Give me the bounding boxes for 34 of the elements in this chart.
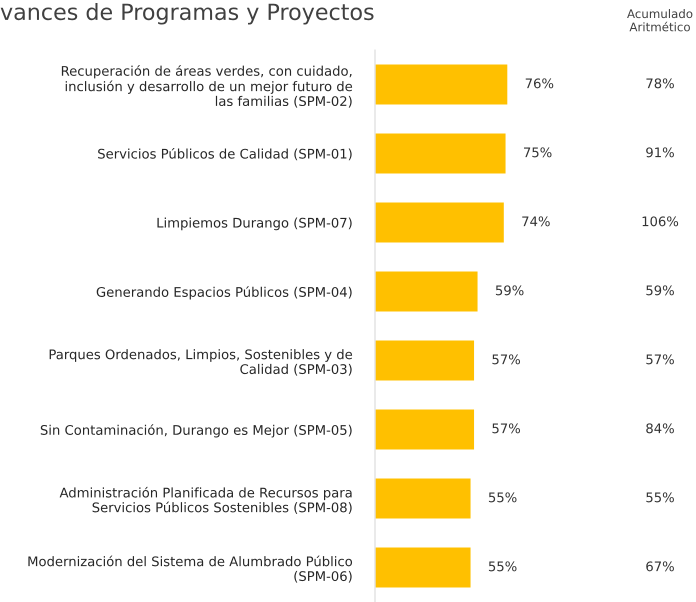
text: 78%: [646, 78, 674, 88]
bar: [375, 477, 472, 520]
bar: [375, 408, 476, 451]
text: 91%: [646, 147, 674, 158]
bar: [375, 201, 506, 244]
bar: [375, 339, 476, 382]
text: vances de Programas y Proyectos: [0, 3, 374, 25]
text: Acumulado Aritmético: [627, 9, 692, 32]
data-label: 59%: [496, 285, 524, 296]
y-tick-label: Generando Espacios Públicos (SPM-04): [96, 286, 352, 300]
data-label: 55%: [488, 492, 517, 502]
bar: [375, 132, 507, 175]
y-tick-label: Administración Planificada de Recursos para Servicios Públicos Sostenibles (SPM-08): [60, 486, 352, 514]
text: 67%: [646, 561, 674, 572]
y-tick-label: Servicios Públicos de Calidad (SPM-01): [98, 148, 352, 160]
data-label: 76%: [526, 78, 554, 88]
data-label: 57%: [492, 354, 520, 364]
text: 57%: [646, 354, 674, 364]
y-tick-label: Parques Ordenados, Limpios, Sostenibles y de Calidad (SPM-03): [50, 349, 352, 376]
text: 106%: [642, 216, 678, 226]
bar: [375, 546, 472, 589]
y-tick-label: Recuperación de áreas verdes, con cuidado, inclusión y desarrollo de un mejor futuro de las familias (SPM-02): [62, 65, 352, 108]
data-label: 74%: [522, 216, 550, 226]
text: 59%: [646, 285, 674, 296]
data-label: 75%: [524, 147, 552, 158]
data-label: 55%: [488, 561, 517, 572]
text: 84%: [646, 423, 674, 434]
y-tick-label: Limpiemos Durango (SPM-07): [157, 217, 352, 230]
text: 55%: [646, 492, 674, 502]
data-label: 57%: [492, 423, 520, 434]
bar: [375, 63, 508, 106]
y-tick-label: Sin Contaminación, Durango es Mejor (SPM-05): [40, 424, 352, 438]
y-tick-label: Modernización del Sistema de Alumbrado Público (SPM-06): [28, 556, 352, 583]
bar: [375, 270, 479, 313]
